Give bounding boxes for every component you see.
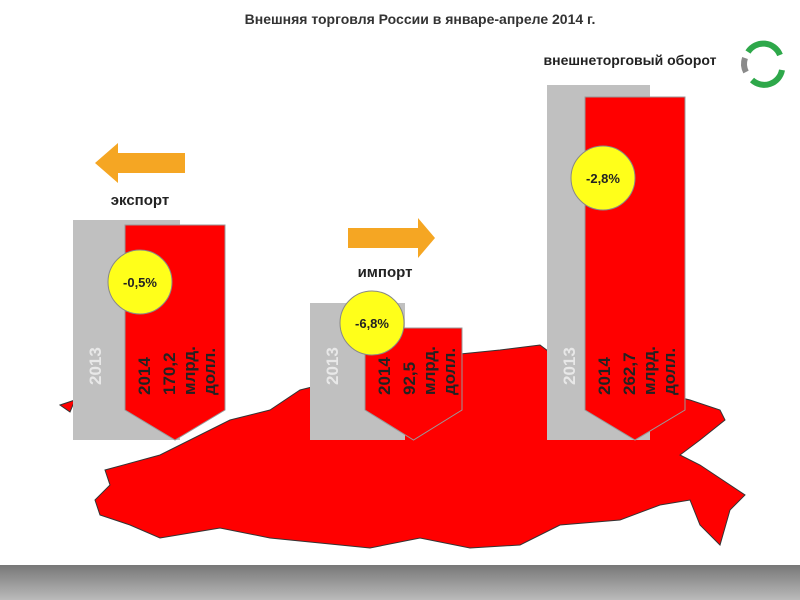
legend-label: внешнеторговый оборот xyxy=(544,52,717,68)
unit-label: млрд. xyxy=(640,346,659,395)
export-arrow xyxy=(95,143,185,183)
unit-label: долл. xyxy=(200,348,219,395)
change-badge xyxy=(339,290,405,356)
change-badge xyxy=(570,145,636,211)
group-label: экспорт xyxy=(111,192,169,209)
title: Внешняя торговля России в январе-апреле … xyxy=(245,11,596,27)
value-label: 170,2 xyxy=(160,352,179,395)
year-label: 2014 xyxy=(375,357,394,395)
import-arrow xyxy=(348,218,435,258)
change-badge xyxy=(107,249,173,315)
cycle-icon xyxy=(741,40,785,88)
year-prev-label: 2013 xyxy=(560,347,579,385)
year-label: 2014 xyxy=(135,357,154,395)
change-label: -0,5% xyxy=(123,275,157,290)
year-label: 2014 xyxy=(595,357,614,395)
change-label: -6,8% xyxy=(355,316,389,331)
value-label: 262,7 xyxy=(620,352,639,395)
unit-label: млрд. xyxy=(420,346,439,395)
unit-label: долл. xyxy=(440,348,459,395)
value-label: 92,5 xyxy=(400,362,419,395)
year-prev-label: 2013 xyxy=(86,347,105,385)
change-label: -2,8% xyxy=(586,171,620,186)
unit-label: млрд. xyxy=(180,346,199,395)
group-label: импорт xyxy=(358,264,413,281)
groups: 2013 2014 170,2 млрд. долл.экспорт-0,5%2013 2… xyxy=(73,85,686,441)
unit-label: долл. xyxy=(660,348,679,395)
year-prev-label: 2013 xyxy=(323,347,342,385)
footer-bar xyxy=(0,565,800,600)
bar-2014 xyxy=(364,327,463,441)
